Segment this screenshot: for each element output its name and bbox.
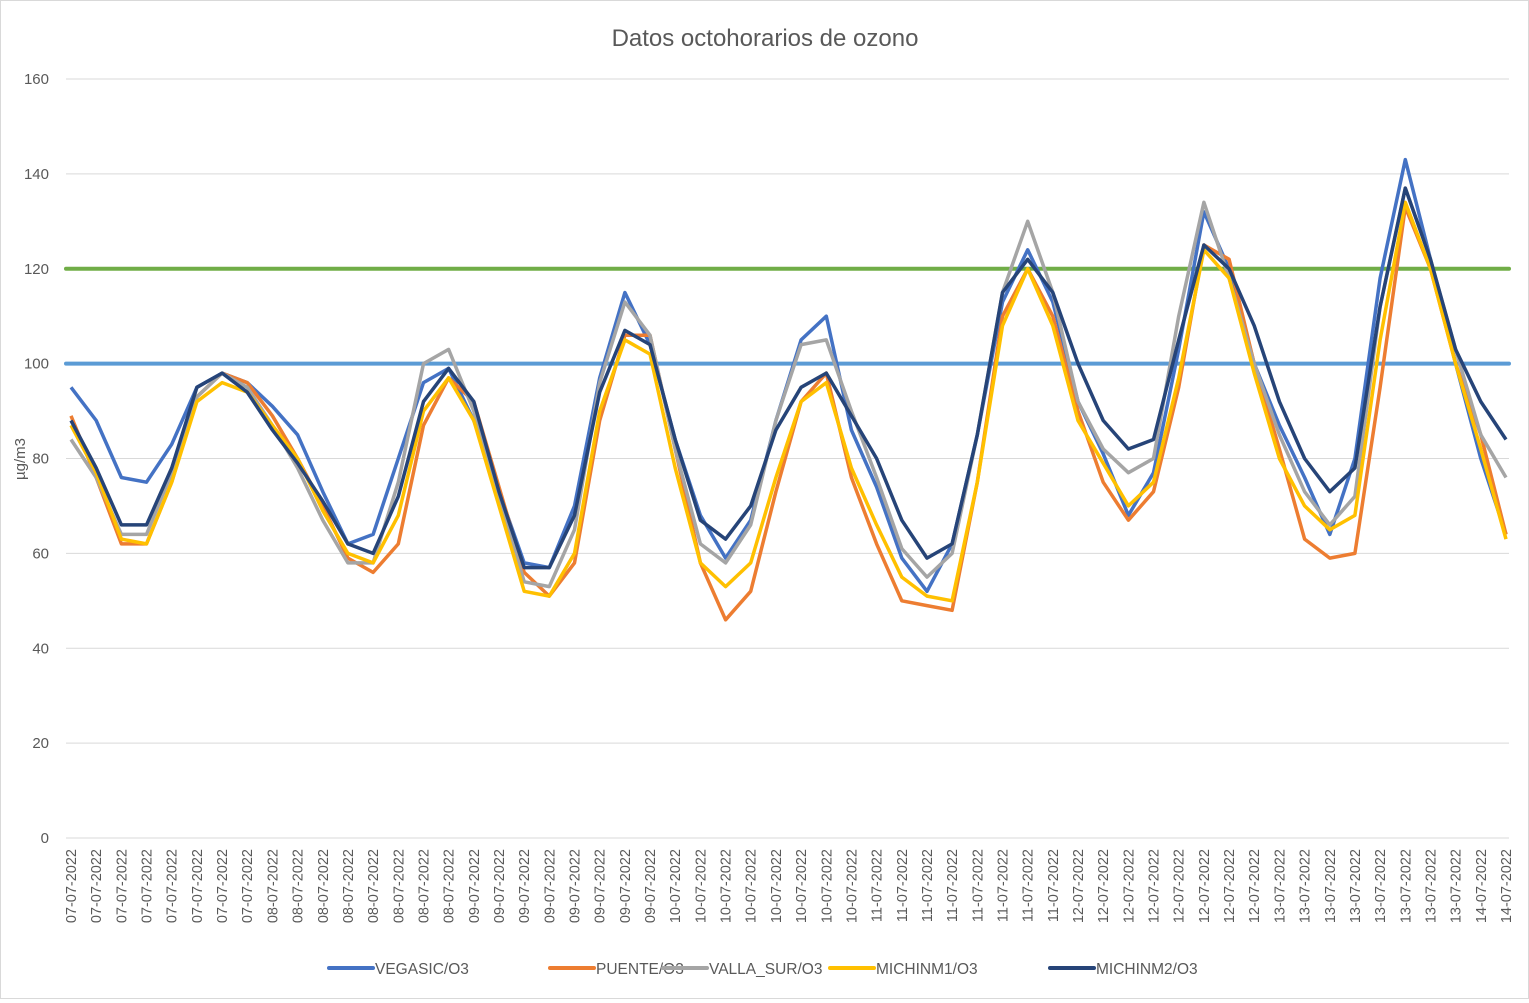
legend-item[interactable]: MICHINM1/O3	[828, 961, 978, 978]
x-tick-label: 11-07-2022	[895, 849, 911, 922]
legend-label: PUENTE/O3	[596, 961, 684, 978]
x-tick-label: 08-07-2022	[416, 849, 432, 923]
series-line-valla-sur-o3	[69, 186, 1508, 589]
legend-label: MICHINM1/O3	[876, 961, 978, 978]
chart-title: Datos octohorarios de ozono	[612, 25, 919, 52]
x-tick-label: 12-07-2022	[1096, 849, 1112, 923]
x-tick-label: 13-07-2022	[1423, 849, 1439, 923]
x-tick-label: 12-07-2022	[1222, 849, 1238, 923]
x-tick-label: 13-07-2022	[1298, 849, 1314, 923]
x-tick-label: 08-07-2022	[391, 849, 407, 923]
series-line-michinm1-o3	[69, 200, 1508, 603]
x-tick-label: 08-07-2022	[442, 849, 458, 923]
x-tick-label: 12-07-2022	[1071, 849, 1087, 923]
x-tick-label: 10-07-2022	[668, 849, 684, 923]
x-tick-label: 09-07-2022	[492, 849, 508, 923]
y-tick-label: 100	[24, 356, 49, 373]
x-tick-label: 09-07-2022	[593, 849, 609, 923]
series-lines	[69, 157, 1508, 622]
x-tick-label: 07-07-2022	[190, 849, 206, 923]
x-tick-label: 10-07-2022	[744, 849, 760, 923]
x-tick-label: 12-07-2022	[1197, 849, 1213, 923]
x-tick-label: 07-07-2022	[140, 849, 156, 923]
x-tick-label: 13-07-2022	[1323, 849, 1339, 923]
x-tick-label: 13-07-2022	[1373, 849, 1389, 923]
x-tick-label: 11-07-2022	[870, 849, 886, 922]
x-tick-label: 08-07-2022	[366, 849, 382, 923]
y-tick-label: 160	[24, 71, 49, 88]
legend-item[interactable]: MICHINM2/O3	[1048, 961, 1198, 978]
y-tick-label: 0	[41, 830, 49, 847]
y-tick-label: 140	[24, 166, 49, 183]
x-tick-label: 13-07-2022	[1272, 849, 1288, 923]
x-tick-label: 13-07-2022	[1398, 849, 1414, 923]
reference-lines	[64, 266, 1511, 366]
x-tick-label: 09-07-2022	[517, 849, 533, 923]
y-tick-label: 80	[32, 451, 49, 468]
x-tick-label: 09-07-2022	[568, 849, 584, 923]
x-tick-label: 07-07-2022	[114, 849, 130, 923]
x-tick-label: 09-07-2022	[618, 849, 634, 923]
x-tick-label: 09-07-2022	[467, 849, 483, 923]
x-tick-label: 07-07-2022	[64, 849, 80, 923]
x-tick-label: 08-07-2022	[291, 849, 307, 923]
y-tick-label: 60	[32, 545, 49, 562]
x-tick-label: 11-07-2022	[995, 849, 1011, 922]
x-tick-label: 11-07-2022	[970, 849, 986, 922]
x-tick-label: 11-07-2022	[945, 849, 961, 922]
x-tick-label: 13-07-2022	[1449, 849, 1465, 923]
x-axis-ticks: 07-07-2022 07-07-2022 07-07-2022 07-07-2022…	[64, 849, 1515, 923]
y-axis-ticks: 0 20 40 60 80 100 120 140 160	[24, 71, 49, 847]
legend: VEGASIC/O3 PUENTE/O3 VALLA_SUR/O3 MICHINM1/…	[327, 961, 1198, 978]
series-line-vegasic-o3	[69, 157, 1508, 594]
x-tick-label: 07-07-2022	[240, 849, 256, 923]
x-tick-label: 10-07-2022	[794, 849, 810, 923]
x-tick-label: 14-07-2022	[1499, 849, 1515, 923]
y-axis-label: µg/m3	[12, 438, 29, 480]
x-tick-label: 14-07-2022	[1474, 849, 1490, 923]
x-tick-label: 12-07-2022	[1172, 849, 1188, 923]
x-tick-label: 12-07-2022	[1247, 849, 1263, 923]
x-tick-label: 11-07-2022	[1046, 849, 1062, 922]
x-tick-label: 10-07-2022	[693, 849, 709, 923]
legend-item[interactable]: VEGASIC/O3	[327, 961, 469, 978]
x-tick-label: 12-07-2022	[1121, 849, 1137, 923]
series-line-michinm2-o3	[69, 186, 1508, 570]
y-tick-label: 20	[32, 735, 49, 752]
x-tick-label: 07-07-2022	[89, 849, 105, 923]
gridlines	[66, 78, 1509, 839]
legend-label: VEGASIC/O3	[375, 961, 469, 978]
x-tick-label: 10-07-2022	[819, 849, 835, 923]
x-tick-label: 08-07-2022	[341, 849, 357, 923]
legend-item[interactable]: PUENTE/O3	[548, 961, 684, 978]
x-tick-label: 10-07-2022	[769, 849, 785, 923]
x-tick-label: 07-07-2022	[165, 849, 181, 923]
legend-item[interactable]: VALLA_SUR/O3	[661, 961, 822, 978]
x-tick-label: 08-07-2022	[265, 849, 281, 923]
y-tick-label: 120	[24, 261, 49, 278]
x-tick-label: 09-07-2022	[643, 849, 659, 923]
x-tick-label: 11-07-2022	[1021, 849, 1037, 922]
x-tick-label: 09-07-2022	[542, 849, 558, 923]
x-tick-label: 10-07-2022	[719, 849, 735, 923]
y-tick-label: 40	[32, 640, 49, 657]
x-tick-label: 11-07-2022	[920, 849, 936, 922]
x-tick-label: 10-07-2022	[844, 849, 860, 923]
x-tick-label: 13-07-2022	[1348, 849, 1364, 923]
legend-label: VALLA_SUR/O3	[709, 961, 822, 978]
legend-label: MICHINM2/O3	[1096, 961, 1198, 978]
x-tick-label: 08-07-2022	[316, 849, 332, 923]
x-tick-label: 07-07-2022	[215, 849, 231, 923]
x-tick-label: 12-07-2022	[1147, 849, 1163, 923]
